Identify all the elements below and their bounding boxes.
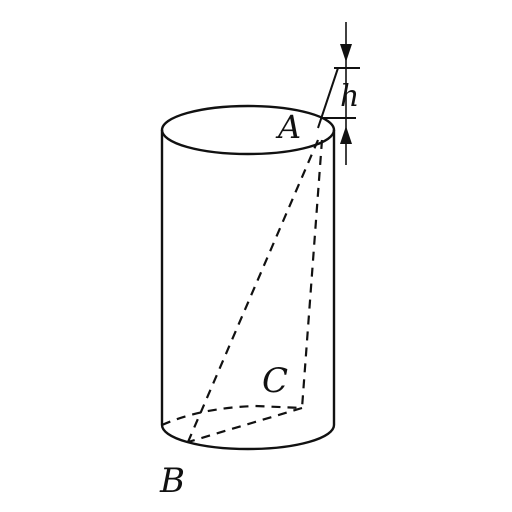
segment-cb xyxy=(187,406,303,444)
h-arrow-down xyxy=(340,44,352,62)
h-arrow-up xyxy=(340,126,352,144)
cylinder-bottom-back-arc xyxy=(161,404,303,427)
cylinder-top-ellipse xyxy=(160,104,336,156)
label-b: B xyxy=(159,461,185,501)
label-h: h xyxy=(340,79,359,114)
dashed-construction-lines xyxy=(161,139,324,444)
label-a: A xyxy=(275,108,301,146)
cylinder-bottom-front-arc xyxy=(160,424,336,451)
segment-ac xyxy=(300,139,324,409)
segment-ab xyxy=(186,139,320,443)
h-slant-line xyxy=(317,67,339,129)
height-marker xyxy=(317,22,360,165)
label-c: C xyxy=(262,361,288,401)
